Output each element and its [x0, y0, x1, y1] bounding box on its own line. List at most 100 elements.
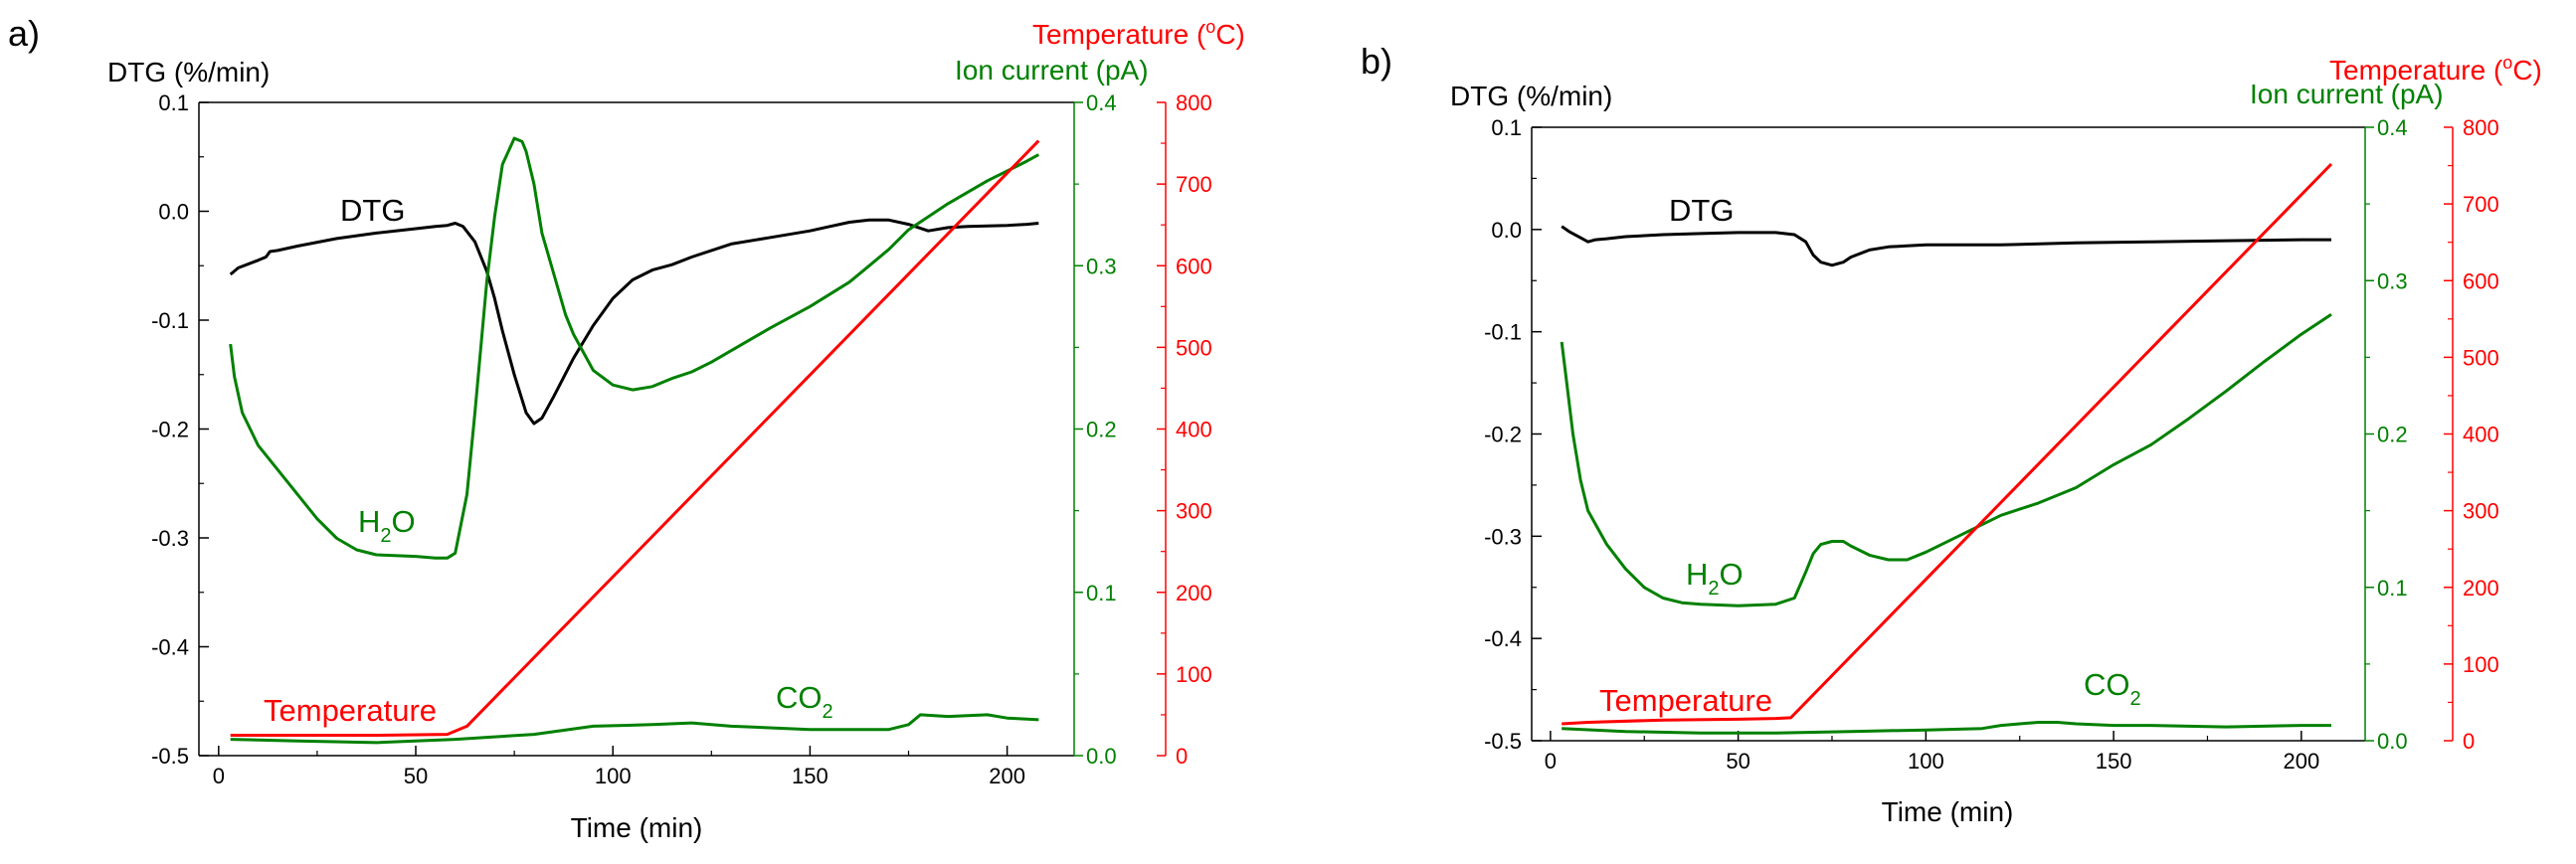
ion-axis-title: Ion current (pA) — [2250, 79, 2444, 109]
left-tick-label: -0.2 — [1484, 423, 1522, 447]
annotation-subscript: 2 — [823, 701, 833, 723]
left-tick-label: -0.3 — [1484, 524, 1522, 549]
x-tick-label: 200 — [2283, 749, 2319, 774]
series-line-temperature — [230, 139, 1040, 737]
dtg-axis-title: DTG (%/min) — [1450, 81, 1612, 111]
temperature-tick-label: 100 — [1176, 662, 1212, 687]
temperature-axis-title-degree: o — [1205, 17, 1215, 37]
annotation-text: H — [1686, 557, 1708, 592]
left-tick-label: 0.1 — [1491, 115, 1522, 140]
series-line-dtg — [229, 218, 1039, 426]
annotation-label: H2O — [1686, 557, 1744, 600]
left-tick-label: 0.1 — [158, 90, 189, 115]
annotation-label: H2O — [358, 504, 416, 547]
series-line-co2 — [230, 713, 1039, 745]
temperature-tick-label: 300 — [1176, 499, 1212, 524]
temperature-tick-label: 800 — [2463, 115, 2499, 140]
x-tick-label: 50 — [1726, 749, 1749, 774]
annotation-text: CO — [776, 680, 823, 715]
annotation-text: DTG — [1669, 193, 1734, 228]
annotation-subscript: 2 — [380, 525, 391, 547]
left-tick-label: 0.0 — [158, 200, 189, 225]
ion-axis-title: Ion current (pA) — [955, 55, 1149, 86]
annotation-label: DTG — [340, 193, 405, 228]
ion-tick-label: 0.1 — [1086, 581, 1117, 605]
series-line-h2o — [1560, 312, 2332, 607]
temperature-axis-title: Temperature (oC) — [1032, 17, 1245, 50]
ion-tick-label: 0.2 — [1086, 418, 1117, 442]
x-tick-label: 150 — [792, 764, 828, 788]
x-tick-label: 200 — [989, 764, 1025, 788]
temperature-tick-label: 400 — [1176, 418, 1212, 442]
x-tick-label: 100 — [1908, 749, 1944, 774]
annotation-tail: O — [1720, 557, 1744, 592]
left-tick-label: -0.1 — [1484, 320, 1522, 345]
x-tick-label: 0 — [213, 764, 225, 788]
annotation-text: H — [358, 504, 380, 539]
annotation-label: Temperature — [264, 693, 437, 728]
ion-tick-label: 0.0 — [1086, 744, 1117, 769]
temperature-tick-label: 800 — [1176, 90, 1212, 115]
temperature-axis-title-suffix: C) — [2512, 55, 2542, 86]
annotation-text: CO — [2084, 667, 2130, 702]
temperature-axis-title-prefix: Temperature ( — [1032, 19, 1206, 50]
x-tick-label: 0 — [1545, 749, 1557, 774]
ion-tick-label: 0.4 — [1086, 90, 1117, 115]
temperature-tick-label: 600 — [2463, 268, 2499, 293]
temperature-axis-title: Temperature (oC) — [2329, 53, 2542, 86]
series-line-dtg — [1561, 225, 2331, 267]
ion-tick-label: 0.4 — [2377, 115, 2408, 140]
series-line-temperature — [1562, 162, 2333, 726]
left-tick-label: -0.4 — [1484, 626, 1522, 651]
x-tick-label: 50 — [404, 764, 428, 788]
temperature-axis-title-prefix: Temperature ( — [2329, 55, 2503, 86]
left-tick-label: -0.5 — [1484, 729, 1522, 754]
temperature-tick-label: 300 — [2463, 499, 2499, 524]
panel-label: b) — [1361, 41, 1392, 82]
annotation-subscript: 2 — [2130, 688, 2141, 710]
temperature-tick-label: 400 — [2463, 423, 2499, 447]
annotation-label: CO2 — [2084, 667, 2141, 710]
x-axis-title: Time (min) — [571, 812, 703, 843]
temperature-tick-label: 200 — [1176, 581, 1212, 605]
left-tick-label: -0.1 — [151, 308, 189, 333]
temperature-tick-label: 500 — [2463, 345, 2499, 370]
panel-label: a) — [8, 13, 40, 54]
annotation-text: DTG — [340, 193, 405, 228]
dtg-axis-title: DTG (%/min) — [107, 57, 270, 87]
left-tick-label: -0.3 — [151, 526, 189, 551]
annotation-label: DTG — [1669, 193, 1734, 228]
x-axis-title: Time (min) — [1882, 796, 2014, 827]
temperature-tick-label: 700 — [1176, 172, 1212, 197]
temperature-tick-label: 0 — [1176, 744, 1188, 769]
annotation-label: Temperature — [1599, 683, 1772, 718]
temperature-tick-label: 700 — [2463, 192, 2499, 217]
temperature-axis-title-degree: o — [2502, 53, 2512, 73]
annotation-subscript: 2 — [1708, 578, 1719, 600]
annotation-text: Temperature — [264, 693, 437, 728]
ion-tick-label: 0.0 — [2377, 729, 2408, 754]
temperature-tick-label: 200 — [2463, 576, 2499, 601]
chart-panel-a: a) 0 50 100 150 200 -0.5 -0.4 -0.3 -0.2 -0.1 0.0 0.1… — [8, 13, 1245, 843]
series-line-co2 — [1562, 721, 2331, 735]
annotation-label: CO2 — [776, 680, 833, 723]
x-tick-label: 100 — [595, 764, 632, 788]
left-tick-label: -0.4 — [151, 635, 189, 660]
left-tick-label: -0.5 — [151, 744, 189, 769]
x-tick-label: 150 — [2096, 749, 2132, 774]
temperature-tick-label: 500 — [1176, 335, 1212, 360]
ion-tick-label: 0.3 — [1086, 254, 1117, 278]
temperature-tick-label: 600 — [1176, 254, 1212, 278]
ion-tick-label: 0.3 — [2377, 268, 2408, 293]
temperature-tick-label: 100 — [2463, 652, 2499, 677]
temperature-tick-label: 0 — [2463, 729, 2475, 754]
annotation-text: Temperature — [1599, 683, 1772, 718]
ion-tick-label: 0.1 — [2377, 576, 2408, 601]
left-tick-label: 0.0 — [1491, 218, 1522, 243]
series-line-h2o — [229, 136, 1040, 560]
annotation-tail: O — [392, 504, 416, 539]
temperature-axis-title-suffix: C) — [1215, 19, 1245, 50]
chart-panel-b: b) 0 50 100 150 200 -0.5 -0.4 -0.3 -0.2 -0.1 0.0 0.1… — [1361, 41, 2542, 827]
ion-tick-label: 0.2 — [2377, 423, 2408, 447]
